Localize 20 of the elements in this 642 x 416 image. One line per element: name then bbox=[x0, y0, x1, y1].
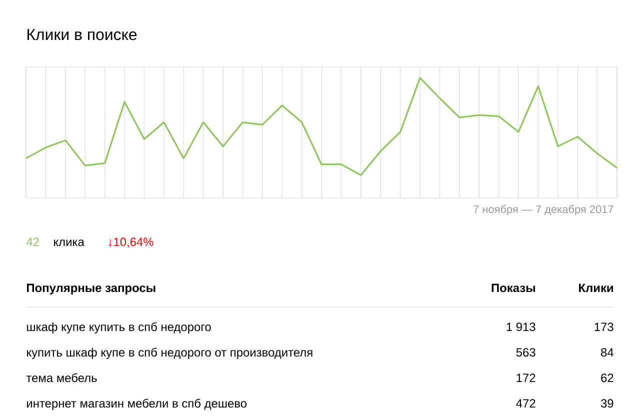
text: 472 bbox=[516, 399, 536, 408]
text: 62 bbox=[601, 374, 614, 382]
text: Показы bbox=[492, 284, 535, 292]
text: 563 bbox=[516, 348, 536, 357]
text: 42 bbox=[26, 238, 39, 246]
text: 172 bbox=[516, 374, 536, 382]
text: 7 ноября — 7 декабря 2017 bbox=[474, 204, 614, 216]
text: ↓10,64% bbox=[108, 238, 154, 248]
text: Популярные запросы bbox=[27, 284, 156, 294]
text: шкаф купе купить в спб недорого bbox=[27, 322, 211, 334]
text: 1 913 bbox=[506, 322, 536, 332]
text: интернет магазин мебели в спб дешево bbox=[27, 398, 247, 410]
text: 39 bbox=[600, 399, 614, 408]
text: 84 bbox=[601, 348, 614, 357]
text: купить шкаф купе в спб недорого от производителя bbox=[27, 348, 312, 359]
text: клика bbox=[54, 240, 84, 246]
chart-title: Клики в поиске bbox=[28, 29, 137, 40]
text: Клики bbox=[579, 284, 613, 292]
text: 173 bbox=[594, 322, 614, 332]
text: тема мебель bbox=[26, 373, 97, 382]
